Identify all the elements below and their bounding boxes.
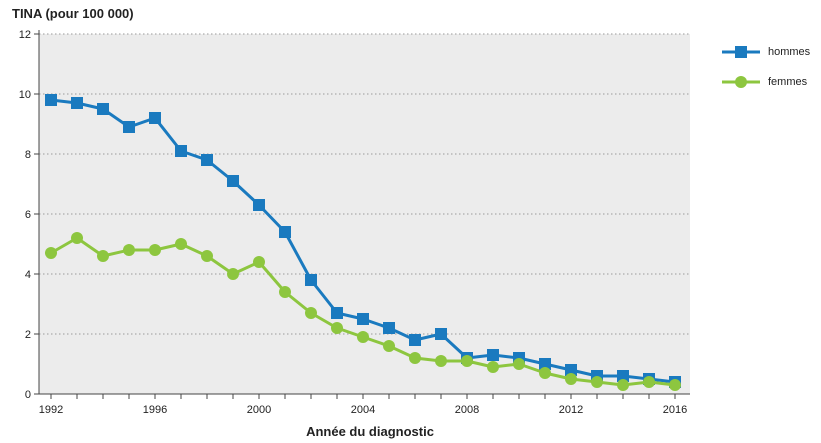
data-point-femmes [539,367,551,379]
data-point-femmes [513,358,525,370]
x-tick-label: 2016 [663,404,687,416]
data-point-hommes [539,358,551,370]
data-point-hommes [617,370,629,382]
data-point-hommes [201,154,213,166]
data-point-femmes [383,340,395,352]
data-point-hommes [175,145,187,157]
data-point-hommes [45,94,57,106]
data-point-hommes [331,307,343,319]
legend-label-hommes: hommes [768,46,811,58]
data-point-femmes [487,361,499,373]
y-tick-label: 2 [25,329,31,341]
data-point-hommes [97,103,109,115]
data-point-femmes [97,250,109,262]
data-point-femmes [669,379,681,391]
data-point-hommes [227,175,239,187]
legend-swatch-femmes [722,76,760,88]
data-point-hommes [279,226,291,238]
data-point-hommes [487,349,499,361]
data-point-femmes [305,307,317,319]
y-axis-title: TINA (pour 100 000) [12,6,134,21]
data-point-hommes [565,364,577,376]
data-point-hommes [253,199,265,211]
x-tick-label: 1992 [39,404,63,416]
legend-swatch-hommes [722,46,760,58]
data-point-femmes [409,352,421,364]
data-point-femmes [123,244,135,256]
data-point-hommes [71,97,83,109]
legend: hommes femmes [720,44,810,104]
x-tick-label: 2008 [455,404,479,416]
y-tick-label: 12 [19,29,31,41]
legend-label-femmes: femmes [768,76,808,88]
data-point-femmes [71,232,83,244]
data-point-hommes [409,334,421,346]
data-point-femmes [253,256,265,268]
data-point-hommes [435,328,447,340]
x-tick-label: 2000 [247,404,271,416]
x-tick-label: 2012 [559,404,583,416]
data-point-femmes [175,238,187,250]
data-point-femmes [617,379,629,391]
data-point-hommes [123,121,135,133]
y-tick-label: 6 [25,209,31,221]
data-point-hommes [149,112,161,124]
x-axis-title: Année du diagnostic [306,424,434,439]
data-point-femmes [45,247,57,259]
data-point-hommes [305,274,317,286]
data-point-femmes [643,376,655,388]
y-tick-label: 8 [25,149,31,161]
data-point-femmes [357,331,369,343]
data-point-hommes [357,313,369,325]
legend-item-femmes: femmes [720,74,810,90]
data-point-femmes [331,322,343,334]
data-point-femmes [435,355,447,367]
data-point-femmes [461,355,473,367]
data-point-femmes [149,244,161,256]
legend-item-hommes: hommes [720,44,810,60]
x-tick-label: 1996 [143,404,167,416]
data-point-femmes [565,373,577,385]
data-point-femmes [227,268,239,280]
data-point-femmes [201,250,213,262]
data-point-femmes [279,286,291,298]
y-tick-label: 0 [25,389,31,401]
data-point-femmes [591,376,603,388]
data-point-hommes [383,322,395,334]
x-tick-label: 2004 [351,404,375,416]
y-tick-label: 4 [25,269,31,281]
y-tick-label: 10 [19,89,31,101]
